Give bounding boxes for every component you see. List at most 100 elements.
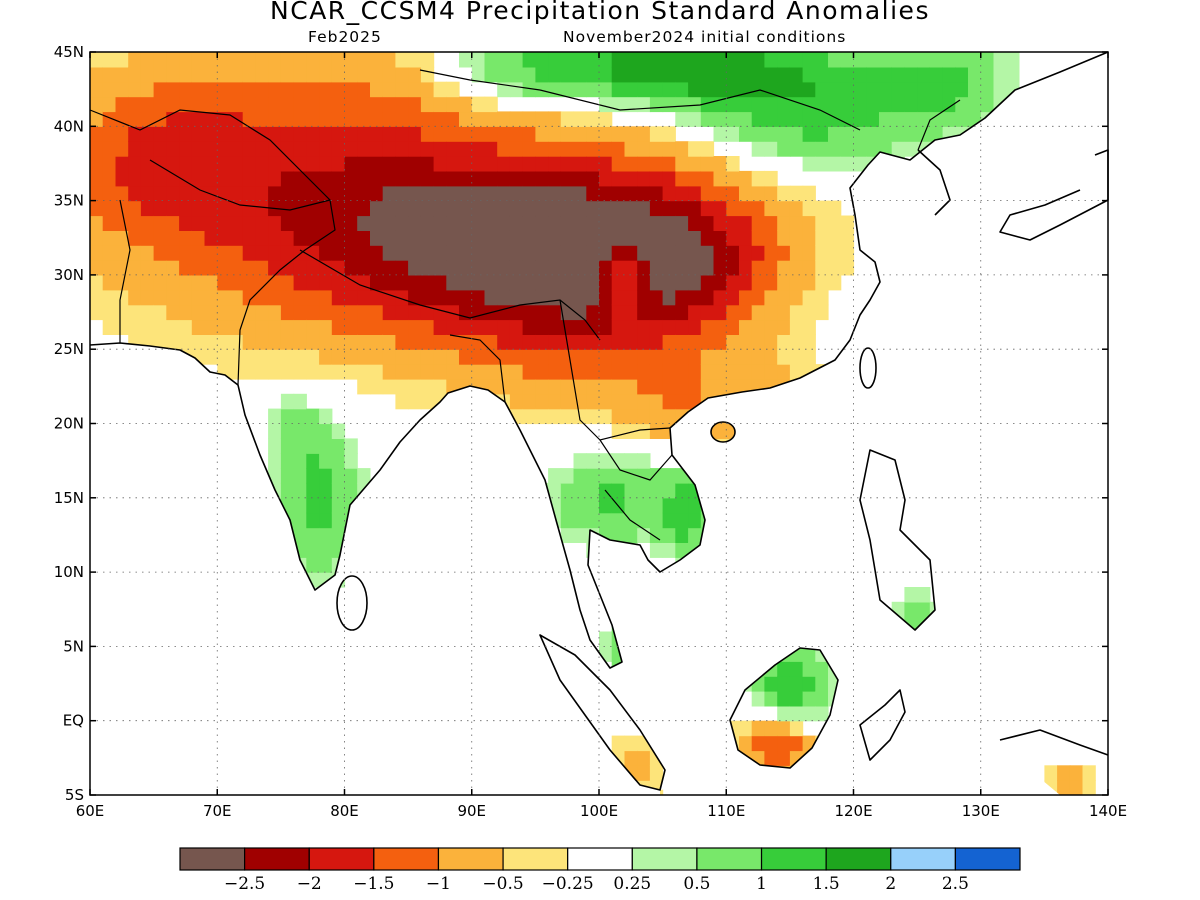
anomaly-cell: [140, 304, 155, 321]
anomaly-cell: [649, 512, 664, 529]
anomaly-cell: [408, 304, 422, 321]
colorbar: −2.5 −2 −1.5 −1 −0.5 −0.25 0.25 0.5 1 1.5 2 2.5: [179, 847, 1021, 894]
anomaly-cell: [382, 66, 396, 83]
anomaly-cell: [446, 334, 460, 350]
anomaly-cell: [700, 230, 715, 246]
anomaly-cell: [370, 126, 384, 142]
anomaly-cell: [599, 81, 613, 98]
anomaly-cell: [331, 126, 346, 142]
anomaly-cell: [459, 200, 473, 217]
anomaly-cell: [611, 349, 625, 365]
anomaly-cell: [599, 334, 613, 350]
anomaly-cell: [713, 349, 727, 365]
anomaly-cell: [217, 334, 231, 350]
anomaly-cell: [242, 200, 256, 217]
anomaly-cell: [802, 304, 816, 321]
anomaly-cell: [611, 408, 625, 425]
anomaly-cell: [293, 482, 307, 499]
anomaly-cell: [739, 111, 753, 127]
anomaly-cell: [789, 304, 804, 321]
anomaly-cell: [751, 289, 765, 306]
anomaly-cell: [764, 319, 778, 335]
anomaly-cell: [662, 334, 676, 350]
anomaly-cell: [649, 274, 664, 291]
anomaly-cell: [319, 156, 333, 172]
anomaly-cell: [611, 81, 625, 98]
anomaly-cell: [688, 215, 702, 231]
anomaly-cell: [191, 96, 206, 113]
graticule: [90, 52, 1108, 795]
anomaly-cell: [764, 720, 778, 737]
anomaly-cell: [408, 141, 422, 157]
anomaly-cell: [535, 393, 549, 410]
anomaly-cell: [599, 289, 613, 306]
anomaly-cell: [230, 200, 244, 217]
anomaly-cell: [853, 52, 867, 68]
anomaly-cell: [357, 126, 371, 142]
anomaly-cell: [764, 200, 778, 217]
colorbar-swatch: [954, 847, 1021, 871]
anomaly-cell: [179, 111, 193, 127]
anomaly-cell: [319, 542, 333, 558]
anomaly-cell: [497, 289, 511, 306]
anomaly-cell: [802, 200, 816, 217]
anomaly-cell: [179, 319, 193, 335]
anomaly-cell: [115, 141, 129, 157]
anomaly-cell: [560, 289, 575, 306]
anomaly-cell: [789, 334, 804, 350]
anomaly-cell: [688, 141, 702, 157]
anomaly-cell: [942, 81, 956, 98]
anomaly-cell: [548, 378, 562, 395]
y-tick-label: 35N: [54, 192, 84, 210]
anomaly-cell: [102, 245, 116, 261]
anomaly-cell: [611, 200, 625, 217]
anomaly-cell: [102, 304, 116, 321]
anomaly-cell: [268, 215, 282, 231]
anomaly-cell: [802, 111, 816, 127]
anomaly-cell: [395, 185, 409, 202]
anomaly-cell: [331, 334, 346, 350]
anomaly-cell: [751, 185, 765, 202]
anomaly-cell: [917, 587, 931, 603]
anomaly-cell: [420, 378, 435, 395]
anomaly-cell: [268, 289, 282, 306]
anomaly-cell: [408, 81, 422, 98]
anomaly-cell: [357, 468, 371, 484]
anomaly-cell: [560, 512, 575, 529]
anomaly-cell: [548, 156, 562, 172]
anomaly-cell: [128, 52, 142, 68]
anomaly-cell: [739, 364, 753, 380]
anomaly-cell: [993, 66, 1007, 83]
anomaly-cell: [268, 245, 282, 261]
anomaly-cell: [751, 334, 765, 350]
anomaly-cell: [777, 364, 791, 380]
anomaly-cell: [929, 66, 944, 83]
anomaly-cell: [217, 96, 231, 113]
anomaly-cell: [586, 260, 600, 276]
anomaly-cell: [789, 111, 804, 127]
anomaly-cell: [344, 52, 358, 68]
anomaly-cell: [191, 126, 206, 142]
anomaly-cell: [255, 66, 269, 83]
anomaly-cell: [917, 52, 931, 68]
anomaly-cell: [102, 111, 116, 127]
anomaly-cell: [446, 230, 460, 246]
anomaly-cell: [1044, 765, 1058, 781]
anomaly-cell: [255, 319, 269, 335]
anomaly-cell: [509, 319, 524, 335]
anomaly-field: [90, 52, 1096, 795]
anomaly-cell: [586, 170, 600, 187]
anomaly-cell: [891, 66, 905, 83]
anomaly-cell: [522, 200, 536, 217]
anomaly-cell: [777, 52, 791, 68]
anomaly-cell: [560, 111, 575, 127]
anomaly-cell: [789, 185, 804, 202]
anomaly-cell: [535, 156, 549, 172]
anomaly-cell: [789, 260, 804, 276]
anomaly-cell: [611, 126, 625, 142]
anomaly-cell: [433, 245, 447, 261]
anomaly-cell: [255, 215, 269, 231]
anomaly-cell: [840, 111, 855, 127]
anomaly-cell: [140, 96, 155, 113]
anomaly-cell: [357, 200, 371, 217]
